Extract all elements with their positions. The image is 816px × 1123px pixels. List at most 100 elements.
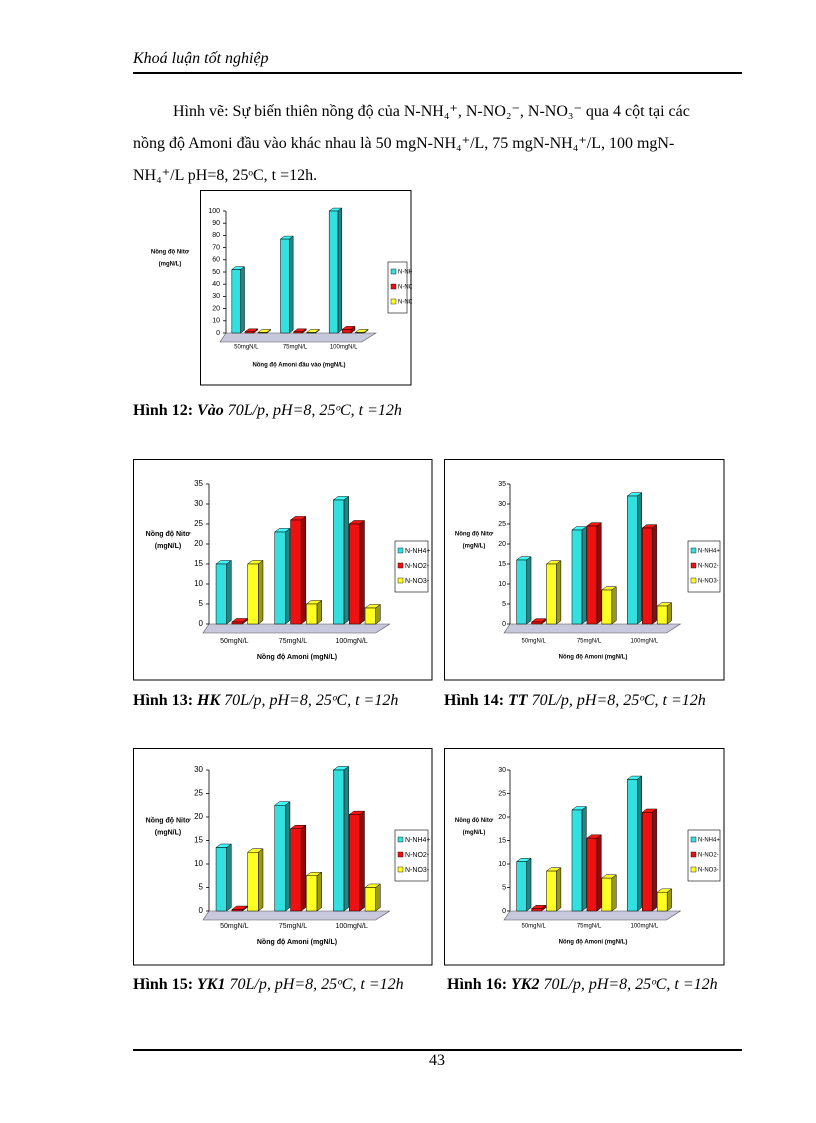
bar [231,621,243,625]
x-tick-label: 75mgN/L [279,638,308,645]
y-tick-label: 5 [199,883,204,892]
y-tick-label: 25 [498,790,506,797]
caption-label: Hình 12: [133,402,194,419]
bar [586,837,598,912]
x-tick-label: 50mgN/L [521,924,546,930]
legend-label: N-NO3- [698,868,719,874]
y-tick-label: 50 [212,269,220,276]
bar [333,769,345,912]
caption-label: Hình 14: [444,692,505,709]
y-tick-label: 30 [498,501,506,508]
chart: 0 5 10 15 20 25 30 Nồng độ Nitơ (mgN/L) Nồng độ A… [444,748,725,966]
y-tick-label: 30 [194,499,203,508]
legend-label: N-NH4+ [405,548,430,555]
page-number: 43 [429,1052,445,1069]
intro: Hình vẽ: Sự biến thiên nồng độ của N-NH₄… [133,103,690,184]
bar [348,523,361,625]
bar [641,527,653,625]
floor [219,332,377,343]
bar-side [337,207,343,334]
legend-label: N-NO3- [405,578,430,585]
y-tick-label: 5 [199,599,204,608]
y-tick-label: 35 [498,481,506,488]
bar [306,332,316,334]
y-tick-label: 30 [498,767,506,774]
bar [656,891,668,912]
legend-swatch [397,866,404,873]
legend-swatch [397,547,404,554]
legend-swatch [690,836,697,843]
y-axis-label: (mgN/L) [159,262,182,268]
y-tick-label: 35 [194,479,203,488]
bar [215,847,227,912]
floor [202,910,391,921]
y-tick-label: 30 [194,765,203,774]
bar [257,332,268,334]
y-tick-label: 25 [498,521,506,528]
caption-text: 70L/p, pH=8, 25ᵒC, t =12h [531,692,706,709]
caption-text: 70L/p, pH=8, 25ᵒC, t =12h [229,976,404,993]
caption-label: Hình 13: [133,692,194,709]
bar-side [359,810,365,912]
legend-label: N-NO2- [398,285,412,291]
bar [247,852,259,912]
bar [293,331,303,334]
bar-side [300,515,307,625]
bar-side [316,871,322,912]
bar [656,605,668,625]
y-axis-label: (mgN/L) [463,544,486,550]
caption: Hình 14: TT 70L/p, pH=8, 25ᵒC, t =12h [444,692,706,710]
x-axis-label: Nồng độ Amoni (mgN/L) [257,937,337,946]
legend-label: N-NO2- [405,852,430,859]
bar-side [581,806,587,912]
bar [627,779,638,912]
bar-side [226,559,232,625]
bar [531,621,542,625]
y-tick-label: 70 [212,244,220,251]
y-tick-label: 15 [194,836,203,845]
legend-swatch [390,283,397,290]
bar-side [581,526,587,625]
bar [571,529,583,625]
legend-label: N-NO2- [698,853,719,859]
bar-side [258,848,264,912]
bar [215,563,227,625]
bar [516,559,527,625]
legend-label: N-NH4+ [698,838,720,844]
legend-label: N-NO3- [398,300,412,306]
y-tick-label: 100 [208,208,220,215]
y-tick-label: 25 [194,789,203,798]
bar-side [596,522,602,625]
y-tick-label: 10 [498,581,506,588]
x-tick-label: 75mgN/L [577,924,602,930]
bar-side [316,599,322,625]
bar [274,531,286,625]
legend-swatch [397,562,404,569]
y-tick-label: 15 [498,561,506,568]
bar-side [240,266,245,334]
bar [348,814,361,912]
y-tick-label: 0 [502,908,506,915]
x-tick-label: 100mgN/L [630,639,658,645]
x-tick-label: 75mgN/L [577,639,602,645]
y-tick-label: 10 [194,579,203,588]
y-tick-label: 20 [194,812,203,821]
bar [571,809,583,912]
legend-swatch [690,866,697,873]
bar-side [666,602,672,625]
floor [202,623,391,634]
legend-swatch [390,268,397,275]
bar [290,519,302,625]
bar-side [611,874,617,912]
y-axis-label: Nồng độ Nitơ [455,532,494,538]
bar [516,861,527,912]
x-tick-label: 50mgN/L [234,345,259,351]
y-tick-label: 10 [498,861,506,868]
bar [364,887,376,912]
bar-side [289,235,294,334]
x-axis-label: Nồng độ Amoni đầu vào (mgN/L) [252,363,345,369]
bar-side [611,586,617,625]
bar-side [556,867,562,912]
caption-name: TT [508,692,528,709]
legend-swatch [397,836,404,843]
